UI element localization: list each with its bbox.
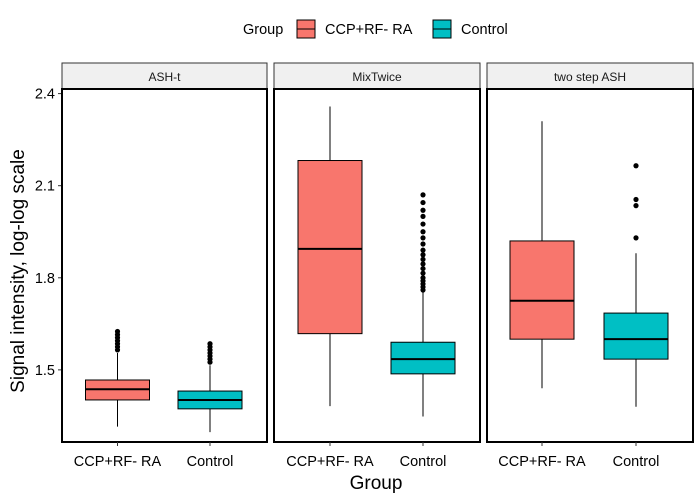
x-tick-label-ash-t-control: Control: [187, 454, 234, 470]
outlier-mixtwice-control-5: [420, 270, 426, 276]
outlier-mixtwice-control-11: [420, 241, 426, 247]
y-tick-label-2-1: 2.1: [35, 179, 55, 195]
legend-entry-control: Control: [432, 19, 508, 39]
outlier-mixtwice-control-8: [420, 256, 426, 262]
facet-title-ash-t: ASH-t: [148, 70, 181, 84]
outlier-ash-t-control-6: [207, 341, 213, 347]
outlier-mixtwice-control-12: [420, 235, 426, 241]
outlier-mixtwice-control-6: [420, 265, 426, 272]
outlier-two-step-ash-control-3: [633, 163, 639, 169]
box-two-step-ash-control: [603, 312, 669, 360]
x-tick-label-ash-t-ccp: CCP+RF- RA: [74, 454, 162, 470]
panel-border-two-step-ash: [486, 88, 694, 443]
outlier-mixtwice-control-13: [420, 229, 426, 235]
legend-label-ccp: CCP+RF- RA: [325, 22, 413, 38]
y-tick-label-1-8: 1.8: [35, 271, 55, 287]
x-tick-label-two-step-ash-control: Control: [613, 454, 660, 470]
y-axis-label: Signal intensity, log-log scale: [8, 149, 29, 393]
facet-strip-ash-t: [61, 62, 268, 90]
outlier-two-step-ash-control-1: [633, 203, 639, 209]
outlier-mixtwice-control-15: [420, 213, 426, 219]
facet-content-two-step-ash: [509, 121, 669, 407]
facet-title-two-step-ash: two step ASH: [554, 70, 626, 84]
facet-title-mixtwice: MixTwice: [352, 70, 402, 84]
box-two-step-ash-ccp-rf-ra: [509, 240, 575, 340]
facet-ash-t: ASH-t CCP+RF- RA Control: [61, 62, 268, 470]
x-tick-label-two-step-ash-ccp: CCP+RF- RA: [498, 454, 586, 470]
facet-strip-mixtwice: [273, 62, 481, 90]
outlier-mixtwice-control-16: [420, 207, 426, 213]
legend-title: Group: [243, 22, 283, 38]
facet-mixtwice: MixTwice CCP+RF- RA Control: [273, 62, 481, 470]
box-mixtwice-control: [390, 341, 456, 375]
y-tick-label-1-5: 1.5: [35, 363, 55, 379]
outlier-mixtwice-control-14: [420, 221, 426, 227]
outlier-mixtwice-control-10: [420, 247, 426, 253]
legend-entry-ccp: CCP+RF- RA: [296, 19, 413, 39]
y-tick-label-2-4: 2.4: [35, 87, 55, 103]
facet-two-step-ash: two step ASH CCP+RF- RA Control: [486, 62, 694, 470]
outlier-ash-t-ccp-rf-ra-6: [114, 328, 121, 335]
facet-content-ash-t: [85, 328, 243, 433]
outlier-two-step-ash-control-2: [633, 196, 639, 203]
box-mixtwice-ccp-rf-ra: [297, 160, 363, 335]
y-ticks: 1.5 1.8 2.1 2.4: [35, 87, 62, 379]
x-tick-label-mixtwice-control: Control: [400, 454, 447, 470]
facet-strip-two-step-ash: [486, 62, 694, 90]
panel-border-mixtwice: [273, 88, 481, 443]
legend: Group CCP+RF- RA Control: [243, 19, 508, 39]
outlier-mixtwice-control-7: [420, 261, 426, 267]
outlier-mixtwice-control-9: [420, 252, 426, 258]
facet-content-mixtwice: [297, 106, 456, 417]
outlier-two-step-ash-control-0: [633, 235, 639, 241]
x-tick-label-mixtwice-ccp: CCP+RF- RA: [286, 454, 374, 470]
x-axis-label: Group: [350, 473, 403, 494]
legend-label-control: Control: [461, 22, 508, 38]
panel-border-ash-t: [61, 88, 268, 443]
outlier-mixtwice-control-18: [420, 192, 426, 198]
outlier-mixtwice-control-4: [420, 275, 426, 281]
outlier-mixtwice-control-17: [420, 199, 426, 206]
